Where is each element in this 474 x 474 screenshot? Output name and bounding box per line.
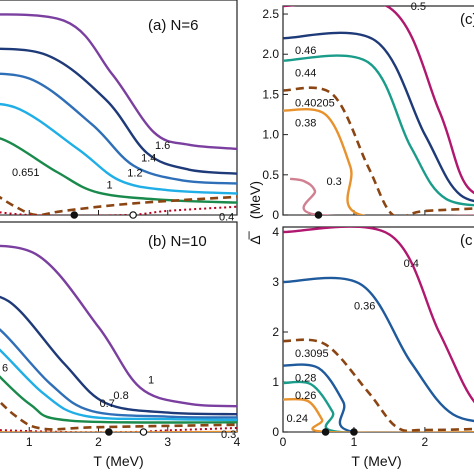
curve-label: 0.4 [219, 212, 234, 224]
curve-label: 6 [2, 362, 8, 374]
x-tick-label: 0 [280, 435, 287, 449]
y-tick-label: 4 [272, 225, 279, 239]
critical-point-marker [105, 428, 113, 436]
curve-label: 0.4 [404, 258, 419, 270]
critical-point-marker [129, 211, 137, 219]
series-line [0, 244, 237, 408]
critical-point-marker [314, 211, 323, 219]
curve-label: 0.38 [295, 118, 316, 130]
series-line [289, 177, 474, 215]
series-line [283, 380, 474, 432]
y-tick-label: 1.0 [262, 128, 279, 142]
y-tick-label: 0.5 [262, 168, 279, 182]
curve-label: 0.24 [287, 413, 308, 425]
curve-label: 0.40205 [295, 97, 335, 109]
panel-label: (a) N=6 [148, 17, 198, 34]
series-line [0, 295, 237, 416]
series-line [283, 363, 474, 432]
critical-point-marker [321, 428, 330, 436]
series-line [283, 108, 367, 215]
series-line [0, 328, 237, 419]
x-tick-label: 2 [95, 435, 102, 449]
y-axis-title-symbol: Δ̅ [247, 230, 263, 244]
panel-label: (c [460, 232, 473, 249]
critical-point-marker [139, 428, 148, 436]
curve-label: 0.7 [100, 398, 115, 410]
x-tick-label: 1 [351, 435, 358, 449]
series-line [0, 72, 237, 185]
curve-label: 0.46 [295, 45, 316, 57]
panel-b: 1 2 3 4 1 0.80.7 6 0.3 T (MeV) (b) N=10 [0, 221, 241, 469]
x-axis-title: T (MeV) [351, 453, 401, 469]
series-line [283, 31, 474, 203]
curve-label: 1.6 [155, 140, 170, 152]
curve-label: 0.28 [295, 373, 316, 385]
series-line [283, 338, 474, 432]
critical-point-marker [350, 428, 358, 436]
series-line [0, 205, 237, 215]
y-tick-label: 1.5 [262, 87, 279, 101]
curve-label: 0.3095 [295, 348, 329, 360]
series-line [283, 54, 474, 207]
series-line [283, 227, 474, 404]
curve-label: 0.8 [113, 390, 128, 402]
x-tick-label: 3 [164, 435, 171, 449]
panel-label: (c) [460, 11, 474, 28]
series-line [0, 348, 237, 422]
series-line [0, 13, 237, 151]
y-tick-label: 0 [272, 208, 279, 222]
x-tick-label: 2 [422, 435, 429, 449]
y-tick-label: 2.0 [262, 47, 279, 61]
panel-c: 0 0.5 1.0 1.5 2.0 2.5 0.5 0.46 0.44 0.40205 0.38 0.… [262, 1, 474, 222]
curve-label: 0.26 [295, 390, 316, 402]
panel-d: 0 1 2 0 1 2 3 4 0.4 0.36 0.3095 0.28 0.26 0.24 T (MeV)… [272, 225, 474, 469]
series-line [0, 426, 237, 432]
curve-label: 0.36 [354, 301, 375, 313]
x-tick-label: 1 [26, 435, 33, 449]
curve-label: 0.3 [221, 429, 236, 441]
plot-area [283, 227, 474, 432]
y-tick-label: 2.5 [262, 7, 279, 21]
panel-label: (b) N=10 [148, 233, 207, 250]
y-tick-label: 3 [272, 275, 279, 289]
curve-label: 1 [107, 180, 113, 192]
y-tick-label: 2 [272, 325, 279, 339]
series-line [0, 375, 237, 424]
y-axis-title-unit: (MeV) [247, 181, 263, 219]
curve-label: 1.4 [141, 152, 156, 164]
series-line [283, 86, 474, 215]
series-line [0, 400, 237, 431]
x-axis-title: T (MeV) [93, 453, 143, 469]
y-tick-label: 1 [272, 375, 279, 389]
panel-a: 1.61.4 1.2 1 0.651 0.4 (a) N=6 [0, 0, 238, 224]
series-line [0, 47, 237, 175]
plot-area [0, 13, 237, 215]
curve-label: 0.3 [326, 176, 341, 188]
series-line [0, 102, 237, 195]
series-line [283, 397, 474, 432]
curve-label: 1.2 [127, 167, 142, 179]
y-tick-label: 0 [272, 425, 279, 439]
curve-label: 0.651 [12, 167, 40, 179]
series-line [283, 6, 474, 195]
x-tick-label: 4 [234, 435, 241, 449]
curve-label: 0.5 [411, 1, 426, 13]
curve-label: 1 [148, 375, 154, 387]
plot-area [0, 244, 237, 432]
series-line [283, 276, 474, 423]
critical-point-marker [70, 211, 79, 219]
curve-label: 0.44 [295, 68, 316, 80]
plot-area [283, 6, 474, 215]
